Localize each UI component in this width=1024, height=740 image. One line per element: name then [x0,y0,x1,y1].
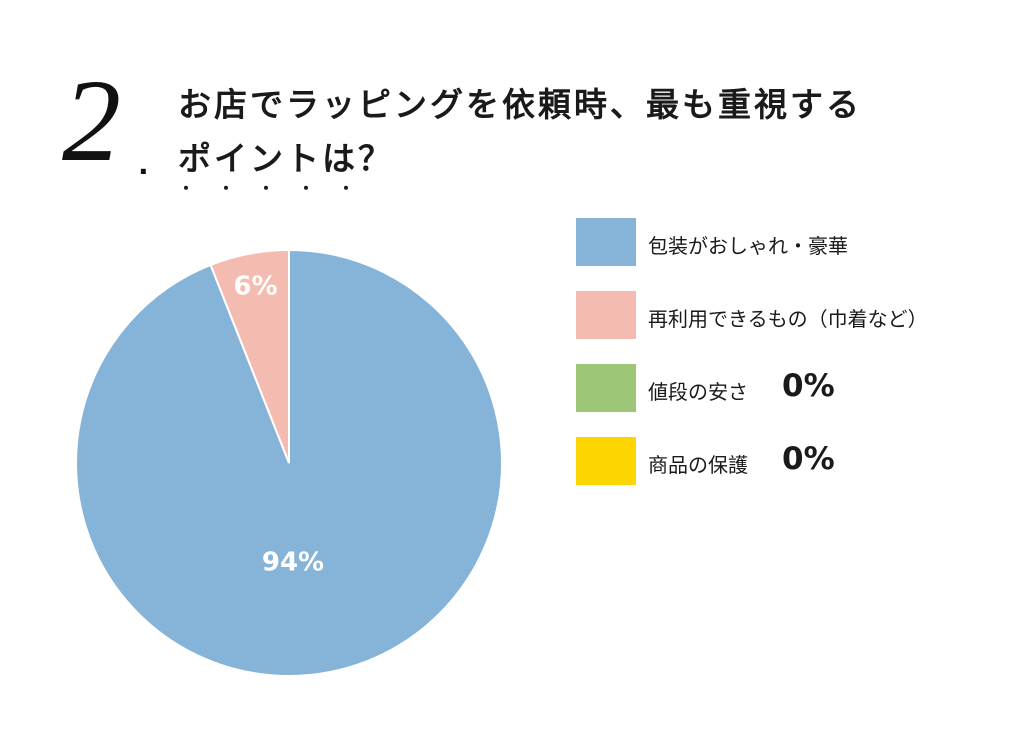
legend-swatch-blue [576,218,636,266]
emphasis-dots: ・・・・・ [178,179,379,198]
question-title: お店でラッピングを依頼時、最も重視する ポイントは？ [178,78,978,186]
pie-slice-label: 94% [262,548,324,578]
legend-label: 商品の保護 [648,453,748,477]
legend-swatch-green [576,364,636,412]
legend-label: 包装がおしゃれ・豪華 [648,234,848,258]
legend-value: 0% [782,368,835,404]
legend-swatch-yellow [576,437,636,485]
legend-item-stylish-wrapping: 包装がおしゃれ・豪華 [576,218,996,268]
legend-swatch-pink [576,291,636,339]
pie-slice-label: 6% [233,272,277,302]
legend-label: 値段の安さ [648,380,748,404]
legend-label: 再利用できるもの（巾着など） [648,307,928,331]
question-number-dot: . [138,148,149,181]
question-title-line-1: お店でラッピングを依頼時、最も重視する [178,85,862,124]
legend-item-product-protection: 商品の保護 0% [576,437,996,487]
question-title-line-2: ポイントは？ [178,139,394,178]
question-number: 2 [62,55,121,186]
pie-slice [209,248,290,464]
legend-value: 0% [782,441,835,477]
legend-item-reusable: 再利用できるもの（巾着など） [576,291,996,341]
legend-item-low-price: 値段の安さ 0% [576,364,996,414]
